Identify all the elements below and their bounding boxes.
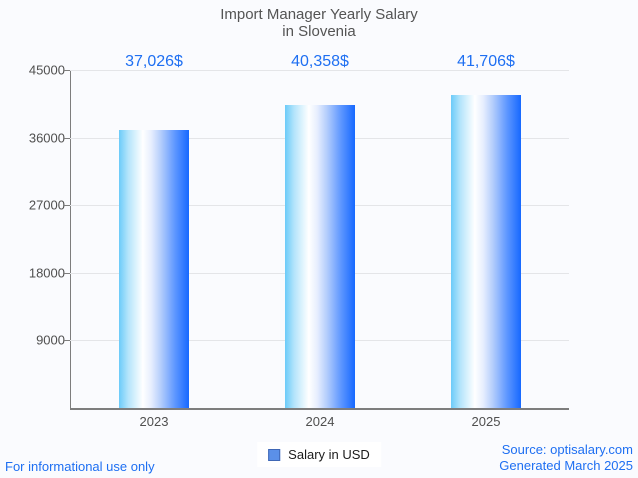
legend-swatch-icon	[268, 448, 281, 461]
y-axis-label: 9000	[36, 332, 65, 348]
x-axis-label: 2025	[471, 414, 501, 429]
value-label: 40,358$	[291, 53, 349, 70]
disclaimer-text: For informational use only	[5, 459, 155, 474]
bar-2023	[119, 129, 189, 408]
chart-title: Import Manager Yearly Salary in Slovenia	[220, 6, 418, 40]
y-axis-tick	[63, 137, 70, 139]
y-axis-tick	[63, 205, 70, 207]
bar-2025	[450, 94, 521, 408]
footer-source-block: Source: optisalary.com Generated March 2…	[499, 442, 633, 474]
value-label: 37,026$	[125, 53, 183, 70]
x-axis-labels: 2023 2024 2025	[71, 414, 569, 430]
y-axis-tick	[63, 272, 70, 274]
gridline	[70, 70, 569, 71]
value-labels: 37,026$ 40,358$ 41,706$	[71, 53, 569, 73]
y-axis-label: 18000	[28, 265, 65, 281]
y-axis-label: 36000	[28, 130, 65, 146]
value-label: 41,706$	[457, 53, 515, 70]
legend[interactable]: Salary in USD	[257, 442, 381, 467]
x-axis-label: 2024	[305, 414, 335, 429]
y-axis-label: 27000	[28, 197, 65, 213]
plot-area	[63, 70, 569, 410]
bar-2024	[285, 104, 355, 408]
x-axis-label: 2023	[139, 414, 169, 429]
y-axis-label: 45000	[28, 62, 65, 78]
legend-label: Salary in USD	[288, 447, 370, 462]
y-axis-tick	[63, 70, 70, 71]
source-link[interactable]: Source: optisalary.com	[501, 442, 633, 457]
y-axis-tick	[63, 340, 70, 342]
generated-text: Generated March 2025	[499, 458, 633, 473]
y-axis-labels: 9000 18000 27000 36000 45000	[0, 63, 65, 408]
